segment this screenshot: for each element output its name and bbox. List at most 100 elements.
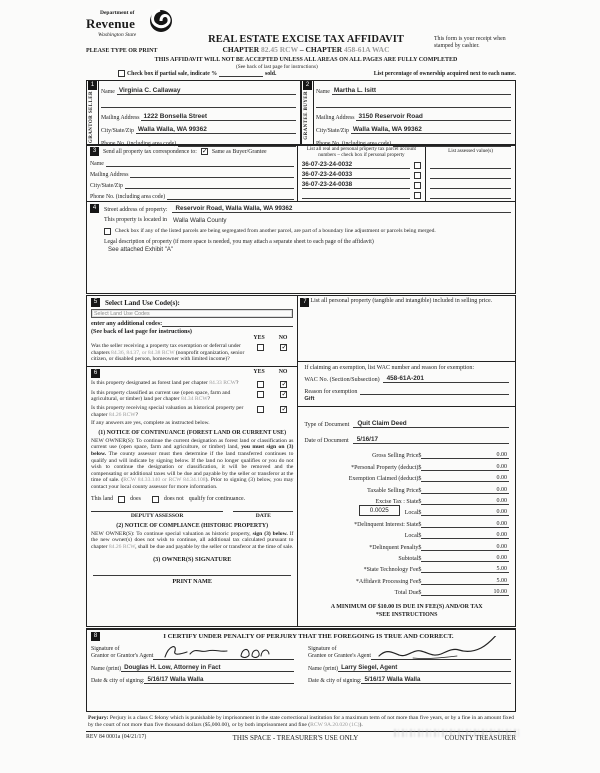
fee-row: 0.0025 Local $0.00 bbox=[300, 505, 509, 517]
forest-no-checkbox[interactable]: ✓ bbox=[280, 380, 288, 388]
fee-amount-field[interactable]: 0.00 bbox=[421, 555, 509, 562]
grantee-date-field[interactable]: 5/16/17 Walla Walla bbox=[361, 676, 511, 684]
wac-number-field[interactable]: 458-61A-201 bbox=[382, 375, 509, 383]
reason-exemption-value[interactable]: Gift bbox=[304, 396, 315, 402]
buyer-city-field[interactable]: Walla Walla, WA 99362 bbox=[350, 126, 511, 134]
exemption-block: If claiming an exemption, list WAC numbe… bbox=[298, 362, 515, 407]
see-back-note: (See back of last page for instructions) bbox=[236, 64, 318, 70]
see-back-label: (See back of last page for instructions) bbox=[91, 328, 192, 335]
fee-amount-field[interactable]: 0.00 bbox=[421, 452, 509, 460]
grantee-name-print-field[interactable]: Larry Siegel, Agent bbox=[338, 664, 511, 672]
print-name-title: PRINT NAME bbox=[172, 578, 212, 586]
corr-mail-field[interactable] bbox=[130, 177, 294, 178]
additional-codes-label: enter any additional codes: bbox=[91, 320, 163, 327]
parcel-number-field[interactable]: 36-07-23-24-0032 bbox=[301, 161, 411, 169]
current-use-no-checkbox[interactable]: ✓ bbox=[280, 390, 288, 398]
buyer-mail-field[interactable]: 3150 Reservoir Road bbox=[356, 113, 511, 121]
seller-city-field[interactable]: Walla Walla, WA 99362 bbox=[135, 126, 296, 134]
buyer-city-label: City/State/Zip bbox=[316, 128, 349, 134]
dollar-sign: $ bbox=[418, 544, 422, 551]
grantee-name-print-label: Name (print) bbox=[308, 665, 339, 672]
land-use-dropdown[interactable]: Select Land Use Codes bbox=[91, 309, 294, 318]
exemption-no-checkbox[interactable]: ✓ bbox=[280, 344, 288, 351]
grantor-name-print-field[interactable]: Douglas H. Low, Attorney in Fact bbox=[121, 664, 294, 672]
owners-signature-title: (3) OWNER(S) SIGNATURE bbox=[153, 556, 232, 564]
seller-mail-field[interactable]: 1222 Bonsella Street bbox=[141, 113, 296, 121]
street-address-field[interactable]: Reservoir Road, Walla Walla, WA 99362 bbox=[172, 205, 511, 213]
parcel-personal-checkbox[interactable] bbox=[414, 181, 422, 189]
section-5-badge: 5 bbox=[91, 298, 100, 307]
personal-property-section: 7 List all personal property (tangible a… bbox=[298, 296, 515, 362]
forest-yes-checkbox[interactable] bbox=[257, 380, 265, 388]
assessed-value-field[interactable] bbox=[430, 169, 511, 179]
section-8-badge: 8 bbox=[91, 631, 100, 641]
fee-row: Total Due $10.00 bbox=[300, 585, 509, 597]
assessed-value-field[interactable] bbox=[430, 179, 511, 189]
seller-name2-field[interactable] bbox=[101, 107, 296, 108]
corr-phone-field[interactable] bbox=[167, 199, 294, 200]
assessed-value-field[interactable] bbox=[430, 189, 511, 199]
current-use-yes-checkbox[interactable] bbox=[257, 390, 265, 398]
buyer-phone-field[interactable] bbox=[393, 146, 511, 147]
fee-amount-field[interactable]: 0.00 bbox=[421, 487, 509, 494]
deputy-assessor-line[interactable]: DEPUTY ASSESSOR bbox=[91, 510, 224, 519]
percent-sold-field[interactable] bbox=[219, 76, 264, 77]
corr-name-field[interactable] bbox=[105, 166, 294, 167]
form-header: Department of Revenue Washington State P… bbox=[86, 8, 516, 77]
reason-exemption-field[interactable] bbox=[360, 394, 509, 395]
seller-phone-label: Phone No. (including area code) bbox=[101, 141, 177, 147]
fee-amount-field[interactable]: 5.00 bbox=[421, 566, 509, 574]
parties-section: 1 GRANTOR SELLER Name Virginia C. Callawa… bbox=[86, 80, 516, 147]
historic-no-checkbox[interactable]: ✓ bbox=[280, 405, 288, 413]
local-rate-box[interactable]: 0.0025 bbox=[358, 505, 400, 517]
fee-amount-field[interactable]: 0.00 bbox=[421, 498, 509, 505]
fee-amount-field[interactable]: 10.00 bbox=[421, 589, 509, 597]
parcel-personal-checkbox[interactable] bbox=[414, 161, 422, 169]
owners-signature-line[interactable] bbox=[93, 575, 292, 577]
logo-text-state: Washington State bbox=[98, 32, 137, 38]
notice-compliance-body: NEW OWNER(S): To continue special valuat… bbox=[91, 530, 294, 550]
tax-correspondence-section: 3 Send all property tax correspondence t… bbox=[86, 146, 516, 202]
fee-amount-field[interactable]: 0.00 bbox=[421, 544, 509, 551]
assessed-value-field[interactable] bbox=[430, 159, 511, 169]
partial-sale-checkbox[interactable] bbox=[118, 70, 125, 77]
additional-codes-field[interactable] bbox=[162, 326, 294, 327]
parcel-number-field[interactable] bbox=[301, 197, 411, 199]
seller-phone-field[interactable] bbox=[178, 146, 296, 147]
exemption-yes-checkbox[interactable] bbox=[257, 344, 265, 351]
seller-name-field[interactable]: Virginia C. Callaway bbox=[116, 87, 296, 95]
fee-amount-field[interactable]: 0.00 bbox=[421, 464, 509, 471]
fee-label: Total Due bbox=[394, 590, 419, 597]
fee-amount-field[interactable]: 0.00 bbox=[421, 521, 509, 528]
section-4-badge: 4 bbox=[90, 204, 99, 213]
sold-label: sold. bbox=[265, 71, 277, 77]
buyer-name-field[interactable]: Martha L. Isitt bbox=[331, 87, 511, 95]
date-of-document-field[interactable]: 5/16/17 bbox=[352, 436, 509, 444]
grantor-signature-line[interactable] bbox=[153, 644, 294, 660]
segregated-checkbox[interactable] bbox=[104, 228, 111, 235]
date-line[interactable]: DATE bbox=[233, 510, 294, 519]
fee-amount-field[interactable]: 0.00 bbox=[421, 509, 509, 517]
county-field[interactable]: Walla Walla County bbox=[173, 217, 227, 224]
same-as-buyer-checkbox[interactable]: ✓ bbox=[200, 148, 208, 155]
legal-description-value[interactable]: See attached Exhibit "A" bbox=[108, 247, 173, 253]
fee-label: *Affidavit Processing Fee bbox=[355, 578, 419, 585]
parcel-number-field[interactable]: 36-07-23-24-0038 bbox=[301, 181, 411, 189]
fee-amount-field[interactable]: 0.00 bbox=[421, 475, 509, 483]
parcel-personal-checkbox[interactable] bbox=[414, 171, 422, 179]
parcel-number-field[interactable]: 36-07-23-24-0033 bbox=[301, 171, 411, 179]
fee-amount-field[interactable]: 0.00 bbox=[421, 532, 509, 540]
type-of-document-field[interactable]: Quit Claim Deed bbox=[353, 420, 509, 428]
does-not-checkbox[interactable] bbox=[151, 495, 159, 503]
grantor-date-field[interactable]: 5/16/17 Walla Walla bbox=[144, 676, 294, 684]
buyer-name2-field[interactable] bbox=[316, 107, 511, 108]
dollar-sign: $ bbox=[418, 487, 422, 494]
corr-city-field[interactable] bbox=[124, 188, 294, 189]
notice-continuance-title: (1) NOTICE OF CONTINUANCE (FOREST LAND O… bbox=[98, 429, 287, 436]
grantee-signature-line[interactable] bbox=[371, 635, 511, 660]
historic-yes-checkbox[interactable] bbox=[257, 405, 265, 413]
fee-label: Local bbox=[404, 510, 419, 517]
parcel-personal-checkbox[interactable] bbox=[414, 191, 422, 199]
does-checkbox[interactable] bbox=[118, 495, 126, 503]
fee-amount-field[interactable]: 5.00 bbox=[421, 578, 509, 585]
